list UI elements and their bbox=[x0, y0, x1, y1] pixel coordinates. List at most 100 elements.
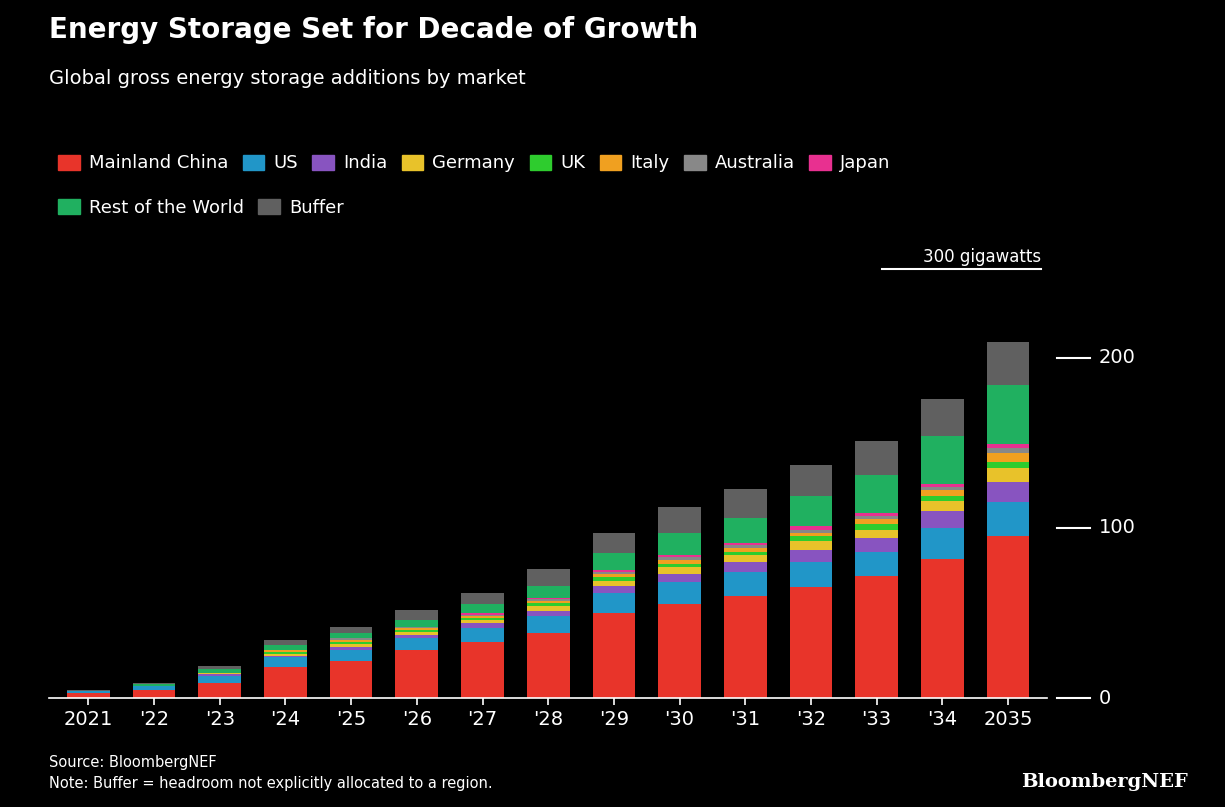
Bar bbox=[593, 572, 636, 574]
Bar bbox=[658, 560, 701, 563]
Bar bbox=[132, 689, 175, 698]
Text: 300 gigawatts: 300 gigawatts bbox=[924, 249, 1041, 266]
Bar bbox=[265, 654, 306, 655]
Bar bbox=[593, 581, 636, 586]
Bar bbox=[396, 632, 439, 635]
Bar bbox=[921, 491, 964, 495]
Bar bbox=[265, 646, 306, 650]
Bar bbox=[527, 603, 570, 606]
Bar bbox=[724, 548, 767, 552]
Bar bbox=[921, 558, 964, 698]
Bar bbox=[986, 385, 1029, 445]
Bar bbox=[724, 545, 767, 548]
Bar bbox=[855, 575, 898, 698]
Bar bbox=[527, 586, 570, 598]
Bar bbox=[921, 528, 964, 558]
Bar bbox=[921, 500, 964, 511]
Bar bbox=[855, 538, 898, 552]
Bar bbox=[67, 689, 110, 692]
Bar bbox=[396, 629, 439, 630]
Bar bbox=[658, 567, 701, 574]
Bar bbox=[396, 650, 439, 698]
Bar bbox=[461, 629, 503, 642]
Text: Source: BloombergNEF
Note: Buffer = headroom not explicitly allocated to a regio: Source: BloombergNEF Note: Buffer = head… bbox=[49, 755, 492, 791]
Bar bbox=[658, 583, 701, 604]
Bar bbox=[527, 633, 570, 698]
Bar bbox=[527, 600, 570, 601]
Bar bbox=[330, 644, 372, 647]
Bar bbox=[855, 520, 898, 525]
Bar bbox=[855, 516, 898, 520]
Bar bbox=[593, 554, 636, 571]
Bar bbox=[461, 613, 503, 615]
Bar bbox=[790, 533, 832, 537]
Bar bbox=[265, 650, 306, 652]
Bar bbox=[921, 495, 964, 500]
Bar bbox=[132, 683, 175, 684]
Bar bbox=[986, 537, 1029, 698]
Bar bbox=[921, 436, 964, 483]
Bar bbox=[790, 495, 832, 526]
Bar bbox=[986, 448, 1029, 453]
Bar bbox=[461, 620, 503, 623]
Bar bbox=[198, 666, 241, 669]
Bar bbox=[724, 596, 767, 698]
Bar bbox=[855, 512, 898, 516]
Bar bbox=[396, 609, 439, 620]
Bar bbox=[330, 638, 372, 640]
Bar bbox=[330, 642, 372, 644]
Bar bbox=[986, 482, 1029, 502]
Bar bbox=[198, 676, 241, 683]
Bar bbox=[265, 667, 306, 698]
Bar bbox=[396, 635, 439, 638]
Bar bbox=[658, 563, 701, 567]
Bar bbox=[198, 669, 241, 672]
Bar bbox=[790, 526, 832, 529]
Bar bbox=[790, 562, 832, 587]
Bar bbox=[330, 633, 372, 638]
Bar bbox=[461, 618, 503, 620]
Bar bbox=[855, 529, 898, 538]
Bar bbox=[527, 569, 570, 586]
Bar bbox=[986, 445, 1029, 448]
Bar bbox=[330, 650, 372, 661]
Bar bbox=[986, 468, 1029, 482]
Bar bbox=[986, 502, 1029, 537]
Bar bbox=[855, 475, 898, 512]
Bar bbox=[921, 487, 964, 491]
Bar bbox=[790, 465, 832, 495]
Bar bbox=[658, 508, 701, 533]
Bar bbox=[658, 557, 701, 560]
Bar bbox=[724, 543, 767, 545]
Bar bbox=[593, 571, 636, 572]
Bar bbox=[132, 686, 175, 689]
Bar bbox=[855, 525, 898, 529]
Bar bbox=[396, 626, 439, 629]
Bar bbox=[855, 441, 898, 475]
Bar bbox=[461, 623, 503, 629]
Bar bbox=[461, 642, 503, 698]
Text: 100: 100 bbox=[1099, 518, 1136, 537]
Bar bbox=[330, 626, 372, 633]
Bar bbox=[790, 529, 832, 533]
Bar bbox=[132, 684, 175, 686]
Bar bbox=[593, 586, 636, 592]
Bar bbox=[790, 541, 832, 550]
Bar bbox=[198, 683, 241, 698]
Bar bbox=[724, 562, 767, 572]
Bar bbox=[330, 640, 372, 642]
Bar bbox=[265, 655, 306, 657]
Bar bbox=[67, 692, 110, 693]
Bar bbox=[461, 592, 503, 604]
Bar bbox=[724, 489, 767, 517]
Bar bbox=[527, 611, 570, 617]
Bar bbox=[461, 617, 503, 618]
Bar bbox=[724, 555, 767, 562]
Bar bbox=[921, 399, 964, 436]
Bar bbox=[658, 555, 701, 557]
Bar bbox=[790, 587, 832, 698]
Bar bbox=[986, 453, 1029, 462]
Bar bbox=[396, 630, 439, 632]
Bar bbox=[396, 620, 439, 626]
Bar bbox=[593, 613, 636, 698]
